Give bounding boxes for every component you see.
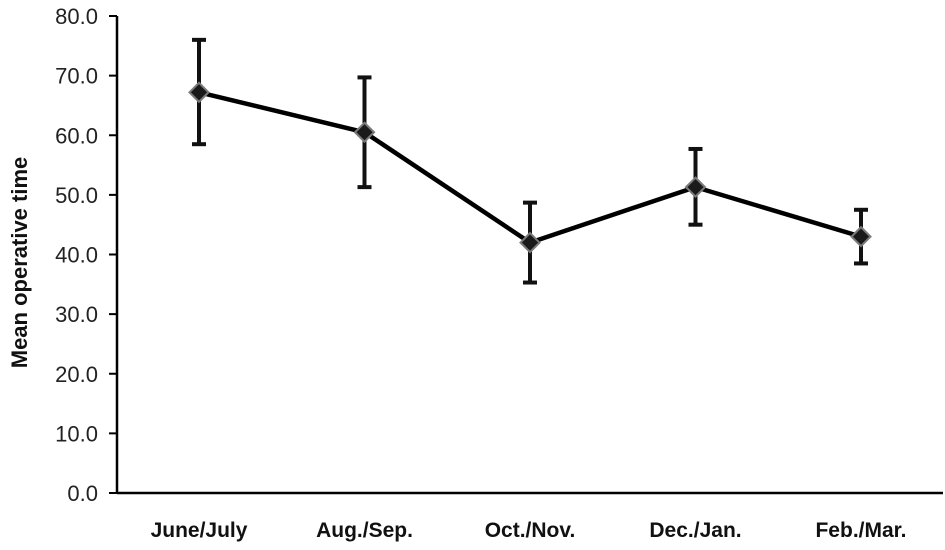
x-tick-label: June/July	[151, 519, 248, 542]
y-tick-label: 80.0	[55, 4, 98, 29]
y-tick-label: 50.0	[55, 183, 98, 208]
y-axis-title: Mean operative time	[7, 157, 32, 369]
y-tick-label: 30.0	[55, 302, 98, 327]
x-tick-label: Oct./Nov.	[485, 519, 576, 542]
y-tick-label: 70.0	[55, 64, 98, 89]
data-point-marker	[519, 231, 541, 254]
y-tick-label: 20.0	[55, 362, 98, 387]
x-tick-label: Feb./Mar.	[815, 519, 906, 542]
x-tick-label: Dec./Jan.	[649, 519, 741, 542]
y-ticks: 0.0 10.0 20.0 30.0 40.0 50.0 60.0 70.0 80.0	[55, 4, 117, 506]
x-tick-labels: June/July Aug./Sep. Oct./Nov. Dec./Jan. Feb.…	[151, 519, 907, 542]
y-tick-label: 40.0	[55, 243, 98, 268]
y-tick-label: 60.0	[55, 123, 98, 148]
data-markers	[188, 81, 872, 254]
x-tick-label: Aug./Sep.	[316, 519, 413, 542]
y-tick-label: 10.0	[55, 421, 98, 446]
data-point-marker	[353, 121, 376, 144]
data-point-marker	[684, 176, 707, 199]
data-point-marker	[850, 225, 872, 248]
data-point-marker	[188, 81, 210, 104]
y-tick-label: 0.0	[67, 481, 98, 506]
